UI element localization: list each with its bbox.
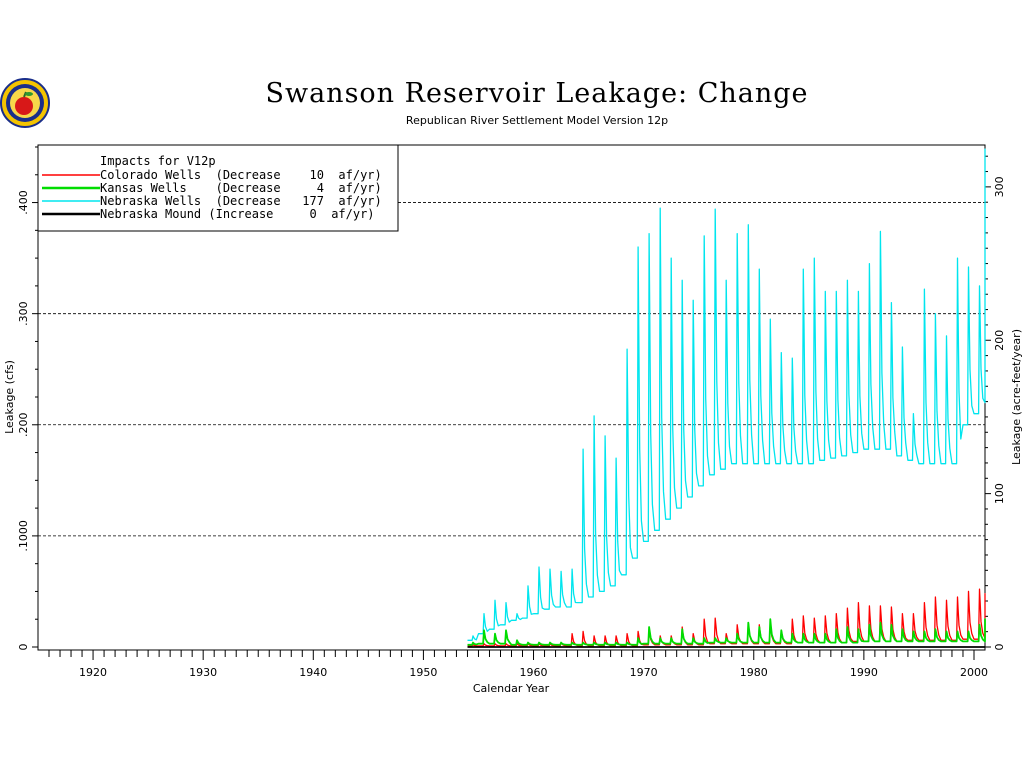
legend: Impacts for V12p Colorado Wells (Decreas… [37,144,399,232]
legend-label-kansas: Kansas Wells (Decrease 4 af/yr) [100,181,382,195]
x-tick-label-2000: 2000 [960,666,988,679]
legend-label-colorado: Colorado Wells (Decrease 10 af/yr) [100,168,382,182]
y-right-tick-label-2: 200 [993,330,1006,351]
legend-label-nebraska-mound: Nebraska Mound (Increase 0 af/yr) [100,207,375,221]
y-tick-label-2: .200 [17,413,30,438]
chart-title: Swanson Reservoir Leakage: Change [265,78,808,109]
x-axis-label: Calendar Year [473,682,550,695]
y-axis-ticks: 0 .1000 .200 .300 .400 [17,146,38,651]
x-tick-label-1950: 1950 [409,666,437,679]
gridlines [38,202,985,537]
y-tick-label-3: .300 [17,301,30,326]
y-right-tick-label-3: 300 [993,176,1006,197]
agency-logo [0,78,50,128]
x-tick-label-1980: 1980 [740,666,768,679]
legend-label-nebraska-wells: Nebraska Wells (Decrease 177 af/yr) [100,194,382,208]
y-tick-label-0: 0 [17,644,30,651]
y-axis-label: Leakage (cfs) [3,360,16,434]
series-line-2 [467,618,986,646]
x-axis-ticks: 1920 1930 1940 1950 1960 1970 1980 1990 2000 [48,650,988,679]
x-tick-label-1930: 1930 [189,666,217,679]
chart-subtitle: Republican River Settlement Model Versio… [406,114,668,127]
x-tick-label-1970: 1970 [630,666,658,679]
x-tick-label-1960: 1960 [520,666,548,679]
legend-title: Impacts for V12p [100,154,216,168]
y-right-axis-ticks: 0 100 200 300 [985,155,1006,651]
y-tick-label-4: .400 [17,190,30,215]
x-tick-label-1920: 1920 [79,666,107,679]
x-tick-label-1940: 1940 [299,666,327,679]
series-lines [467,148,986,648]
y-right-tick-label-0: 0 [993,644,1006,651]
x-tick-label-1990: 1990 [850,666,878,679]
series-line-0 [467,148,986,641]
y-right-axis-label: Leakage (acre-feet/year) [1010,329,1023,465]
y-tick-label-1: .1000 [17,520,30,552]
y-right-tick-label-1: 100 [993,483,1006,504]
